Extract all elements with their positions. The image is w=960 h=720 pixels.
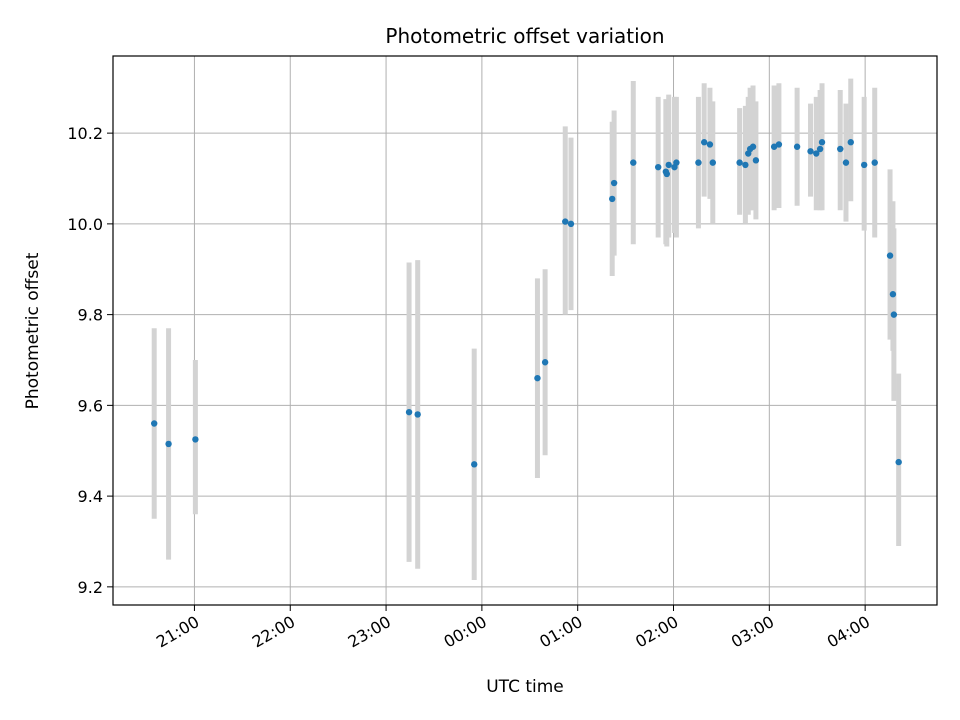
plot-frame — [112, 55, 938, 606]
data-point — [630, 159, 637, 166]
data-point — [807, 148, 814, 155]
data-point — [151, 420, 158, 427]
data-point — [695, 159, 702, 166]
data-point — [842, 159, 850, 166]
data-point — [471, 461, 478, 468]
data-point — [700, 139, 708, 146]
data-point — [534, 374, 541, 382]
data-point — [736, 159, 743, 166]
data-point — [889, 291, 897, 298]
y-tick-label: 9.6 — [78, 396, 103, 415]
y-tick-label: 9.4 — [78, 487, 103, 506]
data-point — [665, 161, 672, 169]
data-point — [837, 145, 844, 153]
data-point — [567, 220, 575, 228]
data-point — [165, 440, 172, 448]
data-point — [709, 159, 716, 166]
y-tick-label: 9.8 — [78, 306, 103, 325]
data-point — [847, 139, 854, 146]
data-points — [151, 139, 902, 468]
data-point — [706, 141, 714, 148]
data-point — [775, 141, 783, 148]
data-point — [742, 161, 749, 169]
y-axis-label: Photometric offset — [23, 252, 43, 409]
data-point — [608, 195, 616, 203]
y-tick-label: 9.2 — [78, 578, 103, 597]
data-point — [818, 139, 826, 146]
y-tick-label: 10.2 — [67, 124, 103, 143]
data-point — [895, 458, 902, 466]
data-point — [405, 408, 413, 416]
data-point — [890, 311, 898, 318]
data-point — [860, 161, 868, 169]
data-point — [654, 163, 662, 171]
data-point — [414, 411, 421, 418]
data-point — [793, 143, 801, 150]
x-axis-label: UTC time — [486, 677, 564, 697]
data-point — [816, 145, 824, 153]
chart-title: Photometric offset variation — [385, 24, 664, 48]
data-point — [192, 436, 199, 443]
data-point — [886, 252, 894, 259]
y-tick-label: 10.0 — [67, 215, 103, 234]
data-point — [663, 170, 671, 178]
data-point — [610, 179, 618, 187]
y-axis-ticks: 9.2 9.4 9.6 9.8 10.0 10.2 — [67, 124, 113, 597]
data-point — [871, 159, 878, 166]
data-point — [813, 150, 820, 157]
data-point — [770, 143, 778, 150]
data-point — [562, 218, 569, 225]
data-point — [749, 143, 757, 150]
data-point — [752, 157, 760, 164]
data-point — [673, 159, 680, 166]
data-point — [541, 359, 549, 366]
